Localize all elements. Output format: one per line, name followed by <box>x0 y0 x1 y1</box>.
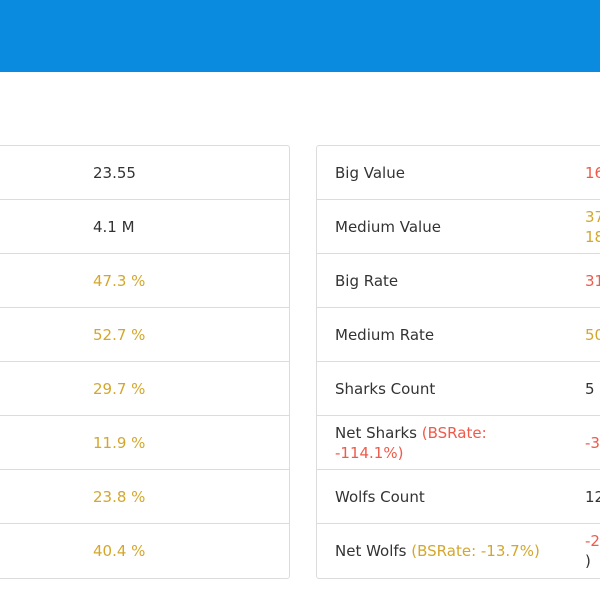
table-row: Net Wolfs (BSRate: -13.7%) -2 ) <box>317 524 600 578</box>
row-value-line: 18 <box>585 227 600 246</box>
table-row: Wolfs Count 12 <box>317 470 600 524</box>
row-label: Net Wolfs (BSRate: -13.7%) <box>335 524 540 578</box>
table-row: Big Rate 31 <box>317 254 600 308</box>
row-value: 40.4 % <box>93 542 146 560</box>
top-header-bar <box>0 0 600 72</box>
table-row: Sharks Count 5 <box>317 362 600 416</box>
table-row: 11.9 % <box>0 416 289 470</box>
row-value: 12 <box>585 487 600 506</box>
row-value: -3 <box>585 433 600 452</box>
row-label: Medium Value <box>335 217 441 236</box>
row-value: 16 <box>585 163 600 182</box>
table-row: Medium Value 37 18 <box>317 200 600 254</box>
row-value: 52.7 % <box>93 325 146 344</box>
table-row: 23.8 % <box>0 470 289 524</box>
row-value-line: -2 <box>585 532 600 550</box>
bsrate-note: (BSRate: -13.7%) <box>411 542 540 560</box>
row-value: 31 <box>585 271 600 290</box>
row-value: 5 <box>585 379 595 398</box>
row-label: Big Rate <box>335 271 399 290</box>
table-row: 52.7 % <box>0 308 289 362</box>
stats-table-left: 23.55 4.1 M 47.3 % 52.7 % 29.7 % 11.9 % … <box>0 145 290 579</box>
stats-table-right: Big Value 16 Medium Value 37 18 Big Rate… <box>316 145 600 579</box>
row-value: 50 <box>585 325 600 344</box>
table-row: 40.4 % <box>0 524 289 578</box>
row-label: Medium Rate <box>335 325 435 344</box>
row-label-text: Net Sharks <box>335 423 417 442</box>
row-value-line: ) <box>585 552 591 570</box>
bsrate-note: (BSRate: <box>421 423 487 442</box>
row-label: Sharks Count <box>335 379 436 398</box>
table-row: 29.7 % <box>0 362 289 416</box>
row-value: 23.55 <box>93 163 136 182</box>
row-value-line: 37 <box>585 207 600 226</box>
table-row: 23.55 <box>0 146 289 200</box>
row-value: 11.9 % <box>93 433 146 452</box>
row-value: 29.7 % <box>93 379 146 398</box>
row-label: Net Sharks (BSRate: -114.1%) <box>335 416 525 469</box>
table-row: Net Sharks (BSRate: -114.1%) -3 <box>317 416 600 470</box>
table-row: Big Value 16 <box>317 146 600 200</box>
row-label-text: Net Wolfs <box>335 542 407 560</box>
table-row: 4.1 M <box>0 200 289 254</box>
bsrate-note: -114.1%) <box>335 443 404 462</box>
table-row: 47.3 % <box>0 254 289 308</box>
row-value: 23.8 % <box>93 487 146 506</box>
row-label: Wolfs Count <box>335 487 425 506</box>
row-label-line: Net Sharks (BSRate: <box>335 423 487 443</box>
row-label: Big Value <box>335 163 405 182</box>
row-value: -2 ) <box>585 524 600 578</box>
row-value: 47.3 % <box>93 271 146 290</box>
row-value: 4.1 M <box>93 217 135 236</box>
row-value: 37 18 <box>585 200 600 253</box>
table-row: Medium Rate 50 <box>317 308 600 362</box>
